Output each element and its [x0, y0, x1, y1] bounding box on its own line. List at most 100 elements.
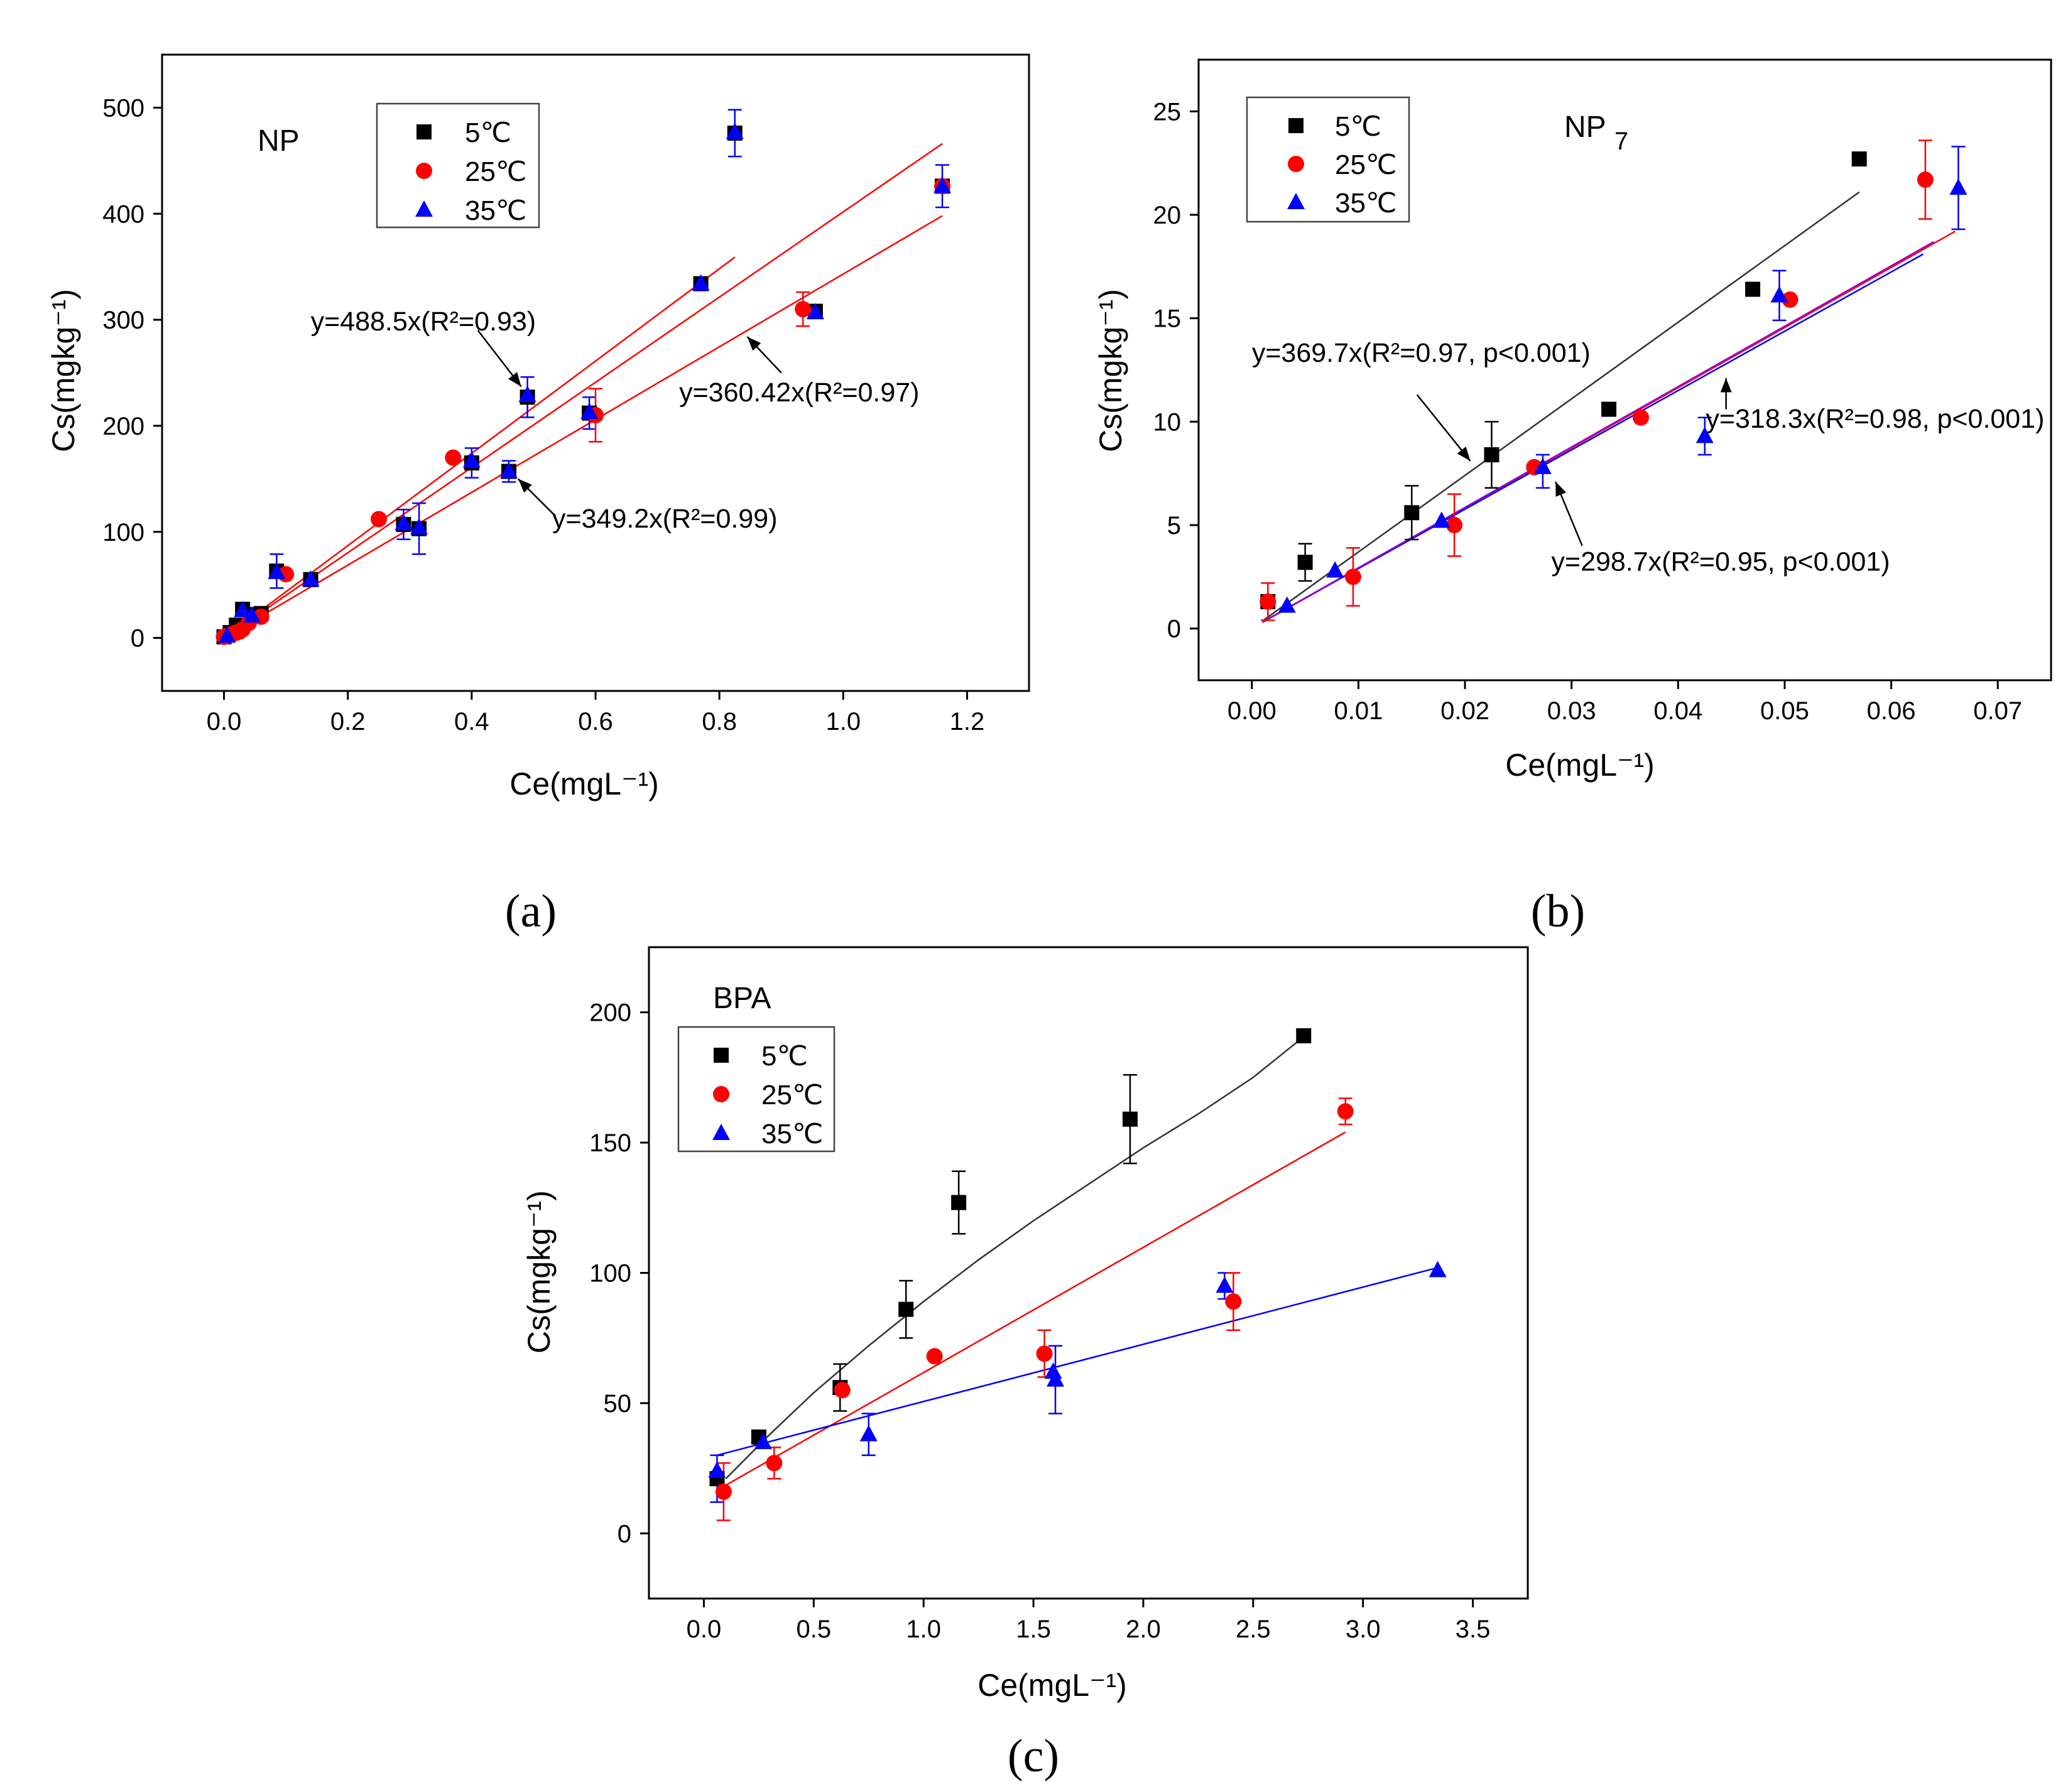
- data-point: [926, 1348, 943, 1365]
- fit-line: [1262, 241, 1935, 623]
- fit-line: [1262, 191, 1860, 622]
- data-point: [242, 606, 261, 623]
- fit-line: [723, 1131, 1346, 1487]
- fit-line: [223, 215, 943, 639]
- data-point: [234, 600, 252, 617]
- data-point: [1036, 1345, 1053, 1362]
- x-tick-label: 1.5: [1016, 1616, 1051, 1643]
- x-tick-label: 0.5: [797, 1616, 832, 1643]
- y-tick-label: 5: [1167, 512, 1181, 540]
- x-tick-label: 2.5: [1236, 1616, 1271, 1643]
- data-point: [218, 626, 236, 643]
- fit-equation-label: y=318.3x(R²=0.98, p<0.001): [1706, 404, 2044, 434]
- data-point: [1745, 281, 1761, 297]
- data-point: [1337, 1103, 1354, 1120]
- data-point: [1446, 517, 1463, 533]
- data-point: [1296, 1028, 1312, 1044]
- data-point: [1278, 596, 1296, 613]
- panel-title: BPA: [713, 982, 771, 1015]
- chart-panel-b: 0.00 0.01 0.02 0.03 0.04 0.05 0.06 0.07 0 5 10 15 20…: [1093, 58, 2052, 937]
- legend-marker: [1287, 193, 1305, 209]
- y-axis-title: Cs(mgkg⁻¹): [521, 1190, 557, 1354]
- data-point: [1696, 426, 1714, 443]
- y-tick-label: 200: [589, 999, 631, 1027]
- data-point: [834, 1382, 851, 1399]
- data-point: [1432, 511, 1451, 528]
- data-point: [726, 122, 744, 139]
- x-tick-label: 0.2: [330, 708, 366, 736]
- y-tick-label: 400: [102, 200, 144, 228]
- fit-equation-label: y=369.7x(R²=0.97, p<0.001): [1252, 338, 1591, 368]
- x-tick-label: 0.06: [1867, 697, 1916, 725]
- x-tick-label: 2.0: [1126, 1616, 1161, 1643]
- data-point: [1326, 561, 1344, 578]
- data-point: [951, 1195, 967, 1210]
- data-point: [1917, 171, 1934, 188]
- legend-box: [677, 1026, 836, 1153]
- y-tick-label: 25: [1153, 98, 1182, 126]
- x-tick-label: 0.03: [1547, 697, 1596, 725]
- data-point: [754, 1433, 772, 1450]
- panel-caption: (b): [1531, 886, 1585, 937]
- data-point: [1632, 409, 1649, 426]
- x-tick-label: 0.05: [1760, 697, 1809, 725]
- x-tick-label: 1.0: [825, 708, 861, 736]
- x-tick-label: 0.01: [1334, 697, 1383, 725]
- data-point: [1533, 457, 1552, 474]
- data-point: [898, 1301, 914, 1317]
- data-point: [395, 514, 413, 531]
- legend-label: 35℃: [465, 195, 526, 226]
- fit-equation-label: y=349.2x(R²=0.99): [552, 504, 778, 534]
- annotation-arrow-head: [747, 337, 761, 351]
- legend-marker: [1288, 118, 1304, 133]
- fit-equation-label: y=488.5x(R²=0.93): [311, 307, 536, 337]
- x-tick-label: 1.2: [950, 708, 985, 736]
- x-tick-label: 0.02: [1440, 697, 1489, 725]
- legend-marker: [415, 200, 433, 217]
- fit-line: [725, 1032, 1309, 1480]
- fit-equation-label: y=298.7x(R²=0.95, p<0.001): [1551, 546, 1890, 577]
- x-tick-label: 0.0: [207, 708, 242, 736]
- chart-panel-c: 0.0 0.5 1.0 1.5 2.0 2.5 3.0 3.5 0 50 100 150 200 Ce(m…: [521, 946, 1529, 1782]
- data-point: [445, 449, 462, 466]
- y-axis-title: Cs(mgkg⁻¹): [1093, 289, 1128, 452]
- data-point: [1216, 1276, 1234, 1293]
- y-tick-label: 100: [589, 1260, 631, 1288]
- data-point: [268, 562, 286, 579]
- data-point: [1429, 1261, 1447, 1278]
- data-point: [806, 303, 824, 320]
- x-axis-title: Ce(mgL⁻¹): [977, 1668, 1127, 1703]
- annotation-arrow-head: [508, 372, 521, 387]
- data-point: [371, 511, 387, 528]
- panel-title: NP: [258, 124, 300, 158]
- legend-box: [376, 102, 540, 229]
- legend-label: 25℃: [761, 1080, 823, 1110]
- panel-title-subscript: 7: [1614, 128, 1628, 155]
- legend-marker: [416, 124, 432, 139]
- x-tick-label: 0.8: [702, 708, 737, 736]
- x-tick-label: 0.04: [1653, 697, 1702, 725]
- x-tick-label: 3.0: [1346, 1616, 1381, 1643]
- x-tick-label: 0.07: [1973, 697, 2022, 725]
- legend-label: 5℃: [761, 1041, 808, 1072]
- y-tick-label: 100: [102, 519, 144, 546]
- annotation-arrow-head: [1555, 481, 1567, 497]
- data-point: [1047, 1370, 1065, 1387]
- y-axis-title: Cs(mgkg⁻¹): [46, 289, 81, 452]
- x-tick-label: 3.5: [1456, 1616, 1491, 1643]
- legend-label: 25℃: [465, 156, 526, 187]
- y-tick-label: 50: [604, 1390, 632, 1418]
- legend-label: 5℃: [1335, 111, 1381, 142]
- y-tick-label: 150: [589, 1129, 631, 1157]
- legend-marker: [1288, 156, 1304, 172]
- data-point: [518, 385, 536, 402]
- data-point: [1404, 505, 1420, 521]
- data-point: [708, 1461, 726, 1478]
- annotation-arrow-shaft: [1416, 394, 1471, 462]
- data-point: [795, 301, 812, 318]
- legend-label: 25℃: [1335, 149, 1396, 180]
- data-point: [462, 451, 481, 468]
- y-tick-label: 20: [1153, 202, 1182, 229]
- data-point: [859, 1425, 878, 1442]
- legend-label: 5℃: [465, 117, 511, 148]
